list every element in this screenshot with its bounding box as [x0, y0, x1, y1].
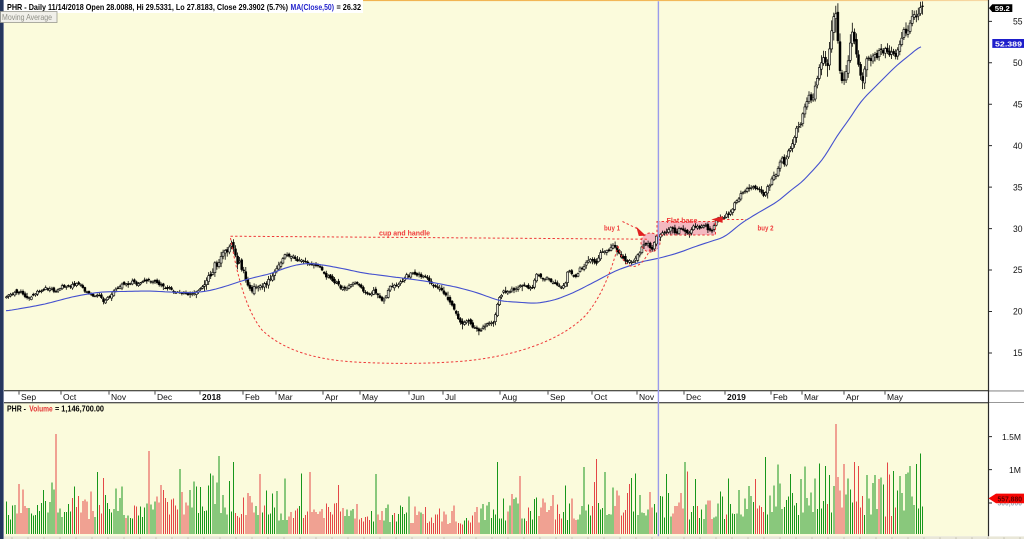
svg-text:2019: 2019 [727, 392, 746, 402]
svg-text:Feb: Feb [773, 392, 788, 402]
svg-text:cup and handle: cup and handle [379, 229, 430, 238]
svg-text:Nov: Nov [111, 392, 127, 402]
svg-text:Jul: Jul [445, 392, 456, 402]
svg-text:= 26.32: = 26.32 [337, 2, 362, 12]
svg-text:45: 45 [1013, 99, 1023, 109]
svg-text:2018: 2018 [202, 392, 221, 402]
svg-text:35: 35 [1013, 182, 1023, 192]
svg-text:Dec: Dec [157, 392, 173, 402]
svg-text:20: 20 [1013, 307, 1023, 317]
svg-text:Jun: Jun [411, 392, 425, 402]
svg-text:Mar: Mar [804, 392, 819, 402]
svg-text:Dec: Dec [686, 392, 702, 402]
svg-text:50: 50 [1013, 58, 1023, 68]
svg-text:55: 55 [1013, 17, 1023, 27]
svg-text:Apr: Apr [325, 392, 338, 402]
svg-text:May: May [887, 392, 904, 402]
svg-text:Feb: Feb [245, 392, 260, 402]
svg-text:30: 30 [1013, 224, 1023, 234]
svg-text:Mar: Mar [278, 392, 293, 402]
svg-text:Nov: Nov [639, 392, 655, 402]
svg-text:MA(Close,50): MA(Close,50) [291, 2, 335, 12]
svg-text:Apr: Apr [846, 392, 859, 402]
svg-text:buy 2: buy 2 [758, 224, 774, 233]
svg-text:25: 25 [1013, 265, 1023, 275]
svg-text:Sep: Sep [550, 392, 565, 402]
svg-text:557,880: 557,880 [998, 494, 1023, 503]
svg-text:Aug: Aug [502, 392, 517, 402]
svg-text:May: May [362, 392, 379, 402]
svg-text:Oct: Oct [594, 392, 608, 402]
svg-text:Flat base: Flat base [667, 216, 698, 225]
svg-text:= 1,146,700.00: = 1,146,700.00 [55, 403, 104, 413]
svg-text:15: 15 [1013, 348, 1023, 358]
svg-text:40: 40 [1013, 141, 1023, 151]
svg-text:1M: 1M [1009, 465, 1021, 475]
svg-text:Oct: Oct [63, 392, 77, 402]
svg-text:1.5M: 1.5M [1002, 432, 1021, 442]
svg-text:59.2: 59.2 [995, 4, 1010, 13]
svg-text:Sep: Sep [21, 392, 36, 402]
svg-text:52.389: 52.389 [995, 39, 1022, 48]
svg-text:buy 1: buy 1 [604, 224, 620, 233]
svg-text:PHR - Daily 11/14/2018 Open 28: PHR - Daily 11/14/2018 Open 28.0088, Hi … [7, 2, 288, 12]
svg-text:Volume: Volume [29, 403, 53, 413]
svg-text:Moving Average: Moving Average [2, 12, 52, 22]
svg-text:PHR -: PHR - [7, 403, 26, 413]
